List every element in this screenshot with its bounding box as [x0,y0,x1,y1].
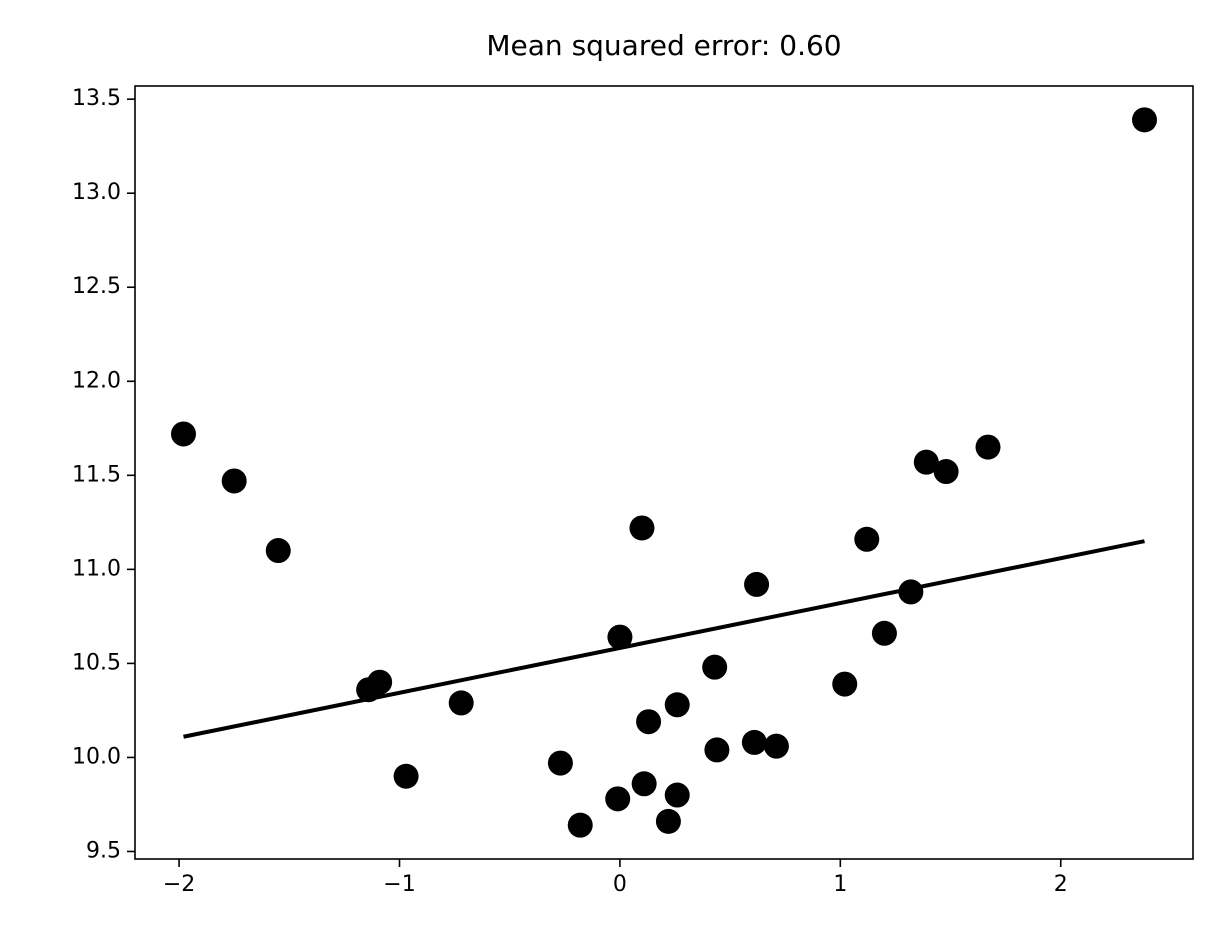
y-tick-label: 11.0 [72,556,121,581]
y-tick-label: 11.5 [72,462,121,487]
point [367,669,393,695]
x-tick-label: 1 [833,872,847,897]
point [741,729,767,755]
y-tick-label: 10.5 [72,650,121,675]
point [744,571,770,597]
point [832,671,858,697]
point [170,421,196,447]
point [607,624,633,650]
point [933,459,959,485]
y-tick-label: 13.5 [72,86,121,111]
point [871,620,897,646]
x-tick-label: −2 [163,872,195,897]
point [975,434,1001,460]
fit-line [183,539,1145,739]
point [913,449,939,475]
point [763,733,789,759]
y-tick-label: 9.5 [86,838,121,863]
point [547,750,573,776]
y-tick-label: 12.5 [72,274,121,299]
point [854,526,880,552]
point [636,709,662,735]
point [448,690,474,716]
point [393,763,419,789]
point [704,737,730,763]
plot-frame [134,85,1194,860]
point [664,692,690,718]
y-tick-label: 10.0 [72,744,121,769]
point [629,515,655,541]
point [1132,107,1158,133]
x-tick-label: −1 [383,872,415,897]
point [221,468,247,494]
y-tick-label: 13.0 [72,180,121,205]
point [655,808,681,834]
point [702,654,728,680]
point [567,812,593,838]
point [631,771,657,797]
point [605,786,631,812]
x-tick-label: 0 [613,872,627,897]
chart-title: Mean squared error: 0.60 [486,29,841,62]
y-tick-label: 12.0 [72,368,121,393]
point [664,782,690,808]
x-tick-label: 2 [1054,872,1068,897]
point [265,538,291,564]
